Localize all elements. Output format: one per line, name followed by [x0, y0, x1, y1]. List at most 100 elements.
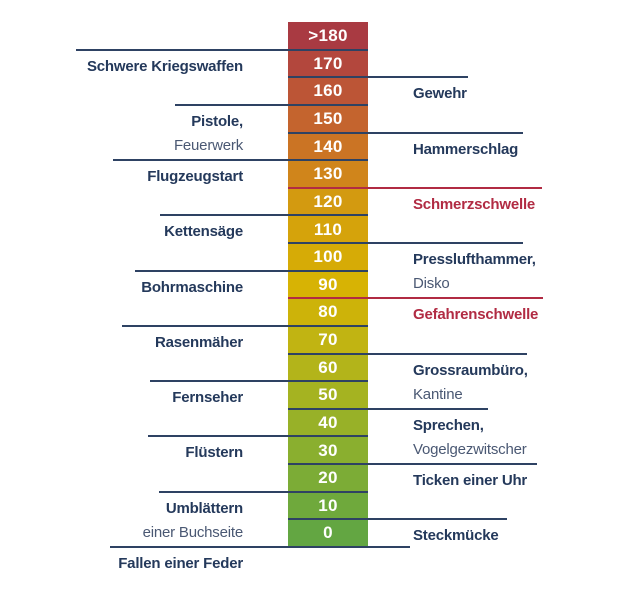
segment-value: 70: [318, 330, 338, 350]
left-scale-label: Schwere Kriegswaffen: [87, 55, 243, 79]
segment-value: 160: [313, 81, 343, 101]
label-text: Flüstern: [185, 444, 243, 462]
segment-value: 80: [318, 302, 338, 322]
scale-segment: 10: [288, 491, 368, 520]
label-text: Bohrmaschine: [141, 278, 243, 296]
right-scale-label: Gefahrenschwelle: [413, 303, 538, 327]
scale-segment: 110: [288, 215, 368, 244]
label-text: Fallen einer Feder: [118, 555, 243, 572]
boundary-line: [148, 435, 368, 438]
segment-value: 20: [318, 468, 338, 488]
segment-value: 50: [318, 385, 338, 405]
scale-segment: 60: [288, 353, 368, 382]
segment-value: >180: [308, 26, 348, 46]
segment-value: 90: [318, 274, 338, 294]
scale-segment: 40: [288, 408, 368, 438]
boundary-line: [288, 242, 523, 245]
boundary-line: [288, 76, 468, 79]
label-subtext: Vogelgezwitscher: [413, 440, 527, 458]
right-scale-label: Sprechen, Vogelgezwitscher: [413, 414, 527, 462]
right-scale-label: Ticken einer Uhr: [413, 469, 527, 493]
segment-value: 170: [313, 53, 343, 73]
segment-value: 40: [318, 412, 338, 432]
label-text: Grossraumbüro,: [413, 361, 528, 379]
boundary-line: [288, 352, 527, 355]
label-subtext: Disko: [413, 275, 450, 293]
segment-value: 130: [313, 164, 343, 184]
label-text: Rasenmäher: [154, 333, 243, 351]
boundary-line: [159, 490, 368, 493]
threshold-line: [288, 297, 543, 300]
left-scale-label: Flüstern: [185, 441, 243, 465]
left-scale-label: Fallen einer Feder: [118, 552, 243, 576]
boundary-line: [288, 407, 488, 410]
scale-segment: 130: [288, 160, 368, 189]
boundary-line: [122, 324, 368, 327]
boundary-line: [175, 103, 368, 106]
scale-segment: 120: [288, 187, 368, 216]
scale-segment: 150: [288, 104, 368, 134]
label-text: Schwere Kriegswaffen: [86, 57, 243, 75]
left-scale-label: Pistole, Feuerwerk: [174, 110, 243, 158]
boundary-line: [135, 269, 368, 272]
left-scale-label: Rasenmäher: [155, 331, 243, 355]
label-subtext: Feuerwerk: [173, 136, 243, 154]
segment-value: 0: [323, 523, 333, 543]
segment-value: 120: [313, 191, 343, 211]
segment-value: 30: [318, 440, 338, 460]
label-text: Schmerzschwelle: [413, 195, 536, 213]
scale-segment: 50: [288, 381, 368, 410]
boundary-line: [288, 518, 507, 521]
scale-segment: 0: [288, 519, 368, 548]
label-text: Gefahrenschwelle: [413, 306, 539, 324]
label-text: Ticken einer Uhr: [413, 472, 528, 490]
left-scale-label: Fernseher: [172, 386, 243, 410]
label-text: Pistole,: [191, 112, 243, 130]
left-scale-label: Bohrmaschine: [141, 276, 243, 300]
scale-segment: 170: [288, 49, 368, 78]
threshold-line: [288, 186, 542, 189]
label-text: Sprechen,: [413, 416, 484, 434]
right-scale-label: Presslufthammer, Disko: [413, 248, 536, 296]
boundary-line: [288, 463, 537, 466]
scale-segment: 160: [288, 77, 368, 106]
left-scale-label: Umblättern einer Buchseite: [142, 497, 244, 545]
label-text: Presslufthammer,: [413, 251, 536, 269]
label-text: Kettensäge: [164, 223, 243, 241]
scale-segment: 70: [288, 325, 368, 355]
right-scale-label: Schmerzschwelle: [413, 193, 535, 217]
boundary-line: [150, 380, 368, 383]
label-text: Fernseher: [172, 389, 243, 407]
label-text: Steckmücke: [413, 527, 499, 545]
scale-segment: 30: [288, 436, 368, 465]
scale-segment: 140: [288, 132, 368, 161]
boundary-line: [113, 159, 368, 162]
label-subtext: Kantine: [413, 385, 463, 403]
segment-value: 110: [313, 219, 343, 239]
scale-segment: 100: [288, 243, 368, 272]
boundary-line: [160, 214, 368, 217]
label-subtext: einer Buchseite: [142, 523, 244, 541]
scale-segment: 80: [288, 298, 368, 327]
boundary-line: [288, 131, 523, 134]
segment-value: 140: [313, 136, 343, 156]
segment-value: 100: [313, 247, 343, 267]
boundary-line: [110, 546, 410, 548]
label-text: Hammerschlag: [413, 140, 519, 158]
left-scale-label: Flugzeugstart: [147, 165, 243, 189]
segment-value: 10: [318, 495, 338, 515]
right-scale-label: Gewehr: [413, 82, 467, 106]
label-text: Flugzeugstart: [147, 168, 243, 186]
scale-segment: >180: [288, 22, 368, 51]
right-scale-label: Steckmücke: [413, 524, 499, 548]
boundary-line: [76, 48, 368, 51]
right-scale-label: Grossraumbüro, Kantine: [413, 359, 528, 407]
label-text: Gewehr: [413, 85, 467, 103]
segment-value: 150: [313, 109, 343, 128]
label-text: Umblättern: [165, 499, 243, 517]
right-scale-label: Hammerschlag: [413, 138, 518, 162]
segment-value: 60: [318, 357, 338, 377]
left-scale-label: Kettensäge: [164, 220, 243, 244]
scale-segment: 90: [288, 270, 368, 299]
